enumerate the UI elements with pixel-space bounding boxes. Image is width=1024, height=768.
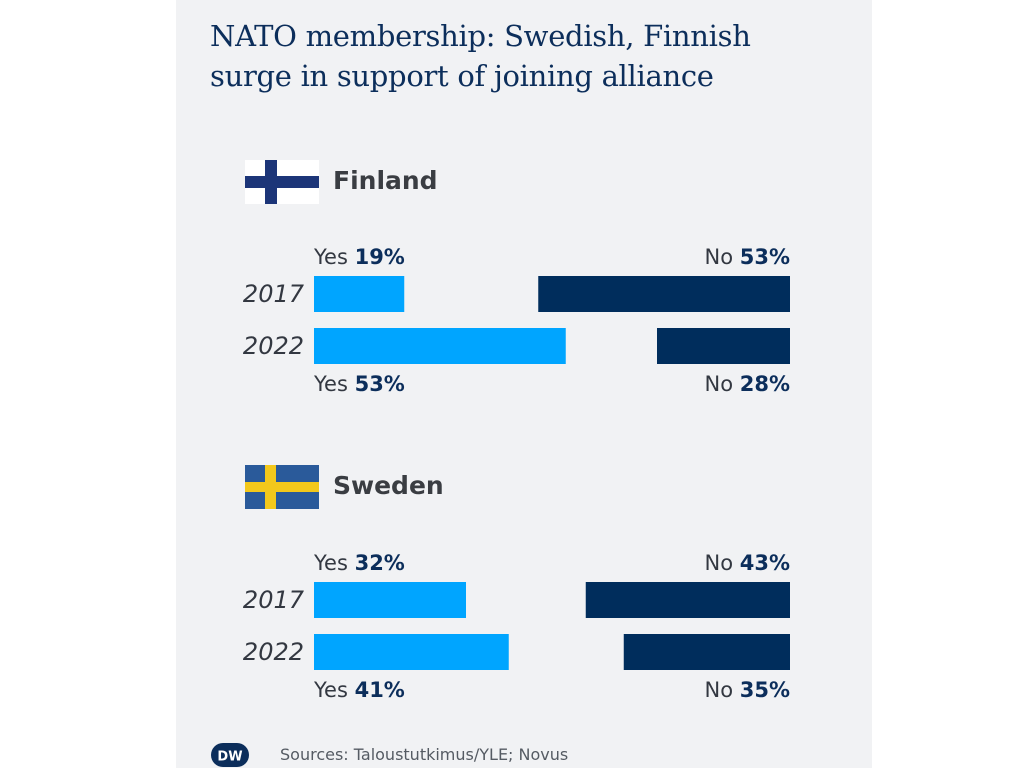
no-bar-2017 xyxy=(538,276,790,312)
yes-label-2022-value: 41% xyxy=(355,678,405,702)
no-label-2022: No 35% xyxy=(705,678,791,702)
yes-label-2022: Yes 41% xyxy=(313,678,405,702)
yes-label-2017-value: 32% xyxy=(355,551,405,575)
yes-bar-2017 xyxy=(314,582,466,618)
no-label-2017: No 43% xyxy=(705,551,791,575)
no-label-2022: No 28% xyxy=(705,372,791,396)
chart-title: NATO membership: Swedish, Finnish surge … xyxy=(210,16,850,96)
yes-label-2022-series: Yes xyxy=(313,678,355,702)
no-label-2022-value: 35% xyxy=(740,678,790,702)
no-label-2017-value: 53% xyxy=(740,245,790,269)
yes-bar-2017 xyxy=(314,276,405,312)
no-label-2022-value: 28% xyxy=(740,372,790,396)
yes-label-2022: Yes 53% xyxy=(313,372,405,396)
yes-bar-2022 xyxy=(314,634,509,670)
sweden-label: Sweden xyxy=(333,471,444,500)
no-label-2022-series: No xyxy=(705,678,740,702)
year-label-2017: 2017 xyxy=(243,586,305,614)
no-label-2017: No 53% xyxy=(705,245,791,269)
source-note: Sources: Taloustutkimus/YLE; Novus xyxy=(280,745,569,764)
sweden-flag-icon xyxy=(245,465,319,509)
no-bar-2017 xyxy=(585,582,790,618)
no-bar-2022 xyxy=(657,328,790,364)
chart-title-line-1: NATO membership: Swedish, Finnish xyxy=(210,19,751,53)
year-label-2017: 2017 xyxy=(243,280,305,308)
year-label-2022: 2022 xyxy=(243,638,304,666)
yes-label-2017: Yes 32% xyxy=(313,551,405,575)
finland-label: Finland xyxy=(333,166,438,195)
yes-label-2022-series: Yes xyxy=(313,372,355,396)
dw-logo-icon: DW xyxy=(211,743,249,767)
no-bar-2022 xyxy=(623,634,790,670)
year-label-2022: 2022 xyxy=(243,332,304,360)
finland-flag-icon xyxy=(245,160,319,204)
yes-label-2022-value: 53% xyxy=(355,372,405,396)
sweden-chart: 2017 2022 Yes 32% No 43% Yes 41% No 35% xyxy=(243,551,791,702)
chart-title-line-2: surge in support of joining alliance xyxy=(210,59,714,93)
no-label-2017-value: 43% xyxy=(740,551,790,575)
no-label-2022-series: No xyxy=(705,372,740,396)
yes-label-2017-value: 19% xyxy=(355,245,405,269)
no-label-2017-series: No xyxy=(705,551,740,575)
no-label-2017-series: No xyxy=(705,245,740,269)
yes-label-2017-series: Yes xyxy=(313,551,355,575)
dw-logo-text: DW xyxy=(217,750,242,765)
yes-label-2017-series: Yes xyxy=(313,245,355,269)
yes-label-2017: Yes 19% xyxy=(313,245,405,269)
infographic-card: NATO membership: Swedish, Finnish surge … xyxy=(176,0,872,768)
yes-bar-2022 xyxy=(314,328,566,364)
